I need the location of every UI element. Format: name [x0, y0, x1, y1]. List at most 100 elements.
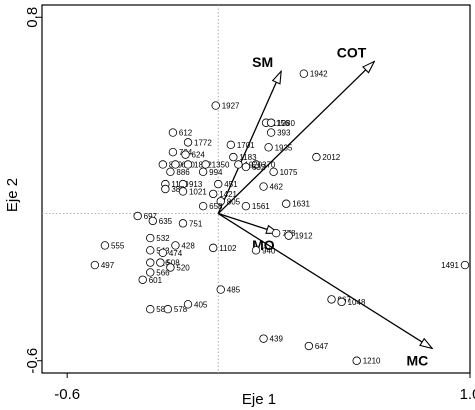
point-label: 886: [176, 168, 190, 177]
score-point: [304, 341, 314, 351]
point-label: 940: [262, 246, 276, 255]
score-point: [299, 69, 309, 78]
score-point: [163, 305, 173, 314]
score-point: [198, 167, 208, 177]
score-point: [168, 147, 178, 157]
score-point: [90, 260, 100, 270]
score-point: [337, 297, 346, 307]
x-tick-label: -0.6: [54, 386, 80, 403]
point-label: 485: [227, 286, 241, 295]
score-point: [166, 167, 175, 177]
score-point: [146, 268, 155, 277]
point-label: 474: [169, 249, 183, 258]
score-point: [166, 263, 175, 272]
point-label: 1021: [189, 187, 207, 196]
vector-arrow: [218, 212, 278, 234]
score-point: [271, 228, 281, 238]
point-label: 1421: [219, 190, 237, 199]
vector-label: COT: [337, 44, 367, 60]
point-label: 624: [192, 151, 206, 160]
point-label: 555: [111, 241, 125, 250]
x-tick-label: 1.0: [460, 386, 475, 403]
score-point: [133, 211, 142, 221]
score-point: [183, 300, 193, 309]
score-point: [201, 160, 210, 169]
score-point: [146, 246, 155, 255]
point-label: 1048: [348, 298, 366, 307]
point-label: 2012: [322, 153, 340, 162]
point-label: 497: [101, 261, 115, 270]
score-point: [183, 138, 193, 147]
y-tick-label: -0.6: [24, 348, 41, 374]
point-label: 1102: [219, 244, 237, 253]
point-label: 612: [179, 129, 193, 138]
point-label: 697: [144, 212, 158, 221]
point-label: 1935: [275, 143, 293, 152]
point-label: 805: [227, 197, 241, 206]
vector-arrow: [217, 71, 281, 214]
score-point: [158, 248, 168, 257]
score-point: [259, 334, 268, 343]
score-point: [146, 233, 155, 243]
point-label: 508: [166, 259, 180, 268]
point-label: 462: [270, 183, 284, 192]
point-label: 751: [189, 219, 203, 228]
point-label: 632: [252, 163, 266, 172]
point-label: 566: [156, 268, 170, 277]
score-point: [138, 275, 147, 284]
score-point: [178, 187, 188, 196]
score-point: [146, 258, 155, 267]
score-point: [312, 152, 321, 162]
score-point: [269, 167, 278, 177]
score-point: [241, 201, 251, 211]
point-label: 439: [270, 335, 284, 344]
point-label: 1491: [441, 261, 459, 270]
score-point: [226, 140, 236, 150]
point-label: 1350: [212, 160, 230, 169]
plot-frame: [41, 4, 471, 374]
point-label: 647: [315, 342, 329, 351]
point-label: 428: [181, 241, 195, 250]
point-label: 658: [209, 202, 223, 211]
point-label: 1772: [194, 138, 212, 147]
score-point: [100, 241, 110, 250]
point-label: 1927: [222, 102, 240, 111]
score-point: [216, 285, 225, 294]
score-point: [146, 305, 155, 314]
point-label: 1183: [239, 153, 257, 162]
point-label: 635: [159, 217, 173, 226]
point-label: 520: [176, 264, 190, 273]
x-axis-title: Eje 1: [242, 391, 276, 408]
point-label: 393: [277, 129, 291, 138]
score-point: [460, 260, 470, 270]
vector-arrow: [217, 61, 374, 214]
point-label: 578: [174, 305, 188, 314]
point-label: 601: [149, 276, 163, 285]
vector-label: MC: [406, 352, 428, 368]
score-point: [229, 152, 238, 162]
point-label: 405: [194, 300, 208, 309]
score-point: [171, 160, 180, 169]
score-point: [251, 160, 261, 169]
score-point: [158, 160, 168, 169]
score-point: [171, 241, 180, 250]
score-point: [259, 182, 268, 191]
score-point: [181, 150, 190, 159]
score-point: [208, 189, 218, 199]
x-axis: -0.6 1.0: [54, 373, 475, 403]
y-tick-label: 0.8: [24, 7, 41, 28]
point-label: 1156: [272, 119, 290, 128]
score-point: [352, 356, 361, 365]
point-label: 1912: [295, 232, 313, 241]
point-label: 994: [209, 168, 223, 177]
score-points: 1942192711561280393612177217011935201272…: [90, 69, 470, 366]
y-axis: -0.6 0.8: [24, 7, 42, 374]
point-label: 382: [171, 185, 185, 194]
score-point: [148, 216, 157, 226]
score-point: [198, 201, 208, 211]
score-point: [168, 128, 178, 137]
score-point: [183, 160, 193, 169]
score-point: [327, 295, 336, 304]
